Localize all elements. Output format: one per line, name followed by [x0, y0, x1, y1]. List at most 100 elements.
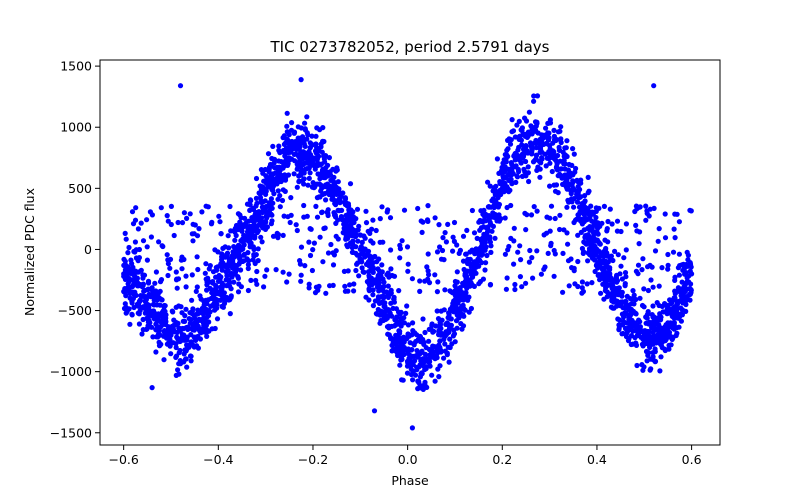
- data-point: [212, 247, 218, 253]
- data-point: [404, 244, 411, 250]
- data-point: [236, 261, 242, 267]
- data-point: [405, 322, 411, 328]
- data-point: [297, 144, 303, 150]
- data-point: [666, 342, 672, 348]
- data-point: [662, 324, 668, 330]
- data-point: [451, 238, 457, 244]
- x-tick-label: 0.0: [398, 452, 418, 467]
- data-point: [341, 217, 347, 223]
- data-point: [268, 176, 274, 182]
- x-tick-label: 0.2: [492, 452, 512, 467]
- data-point: [530, 275, 536, 281]
- data-point: [608, 304, 615, 310]
- data-point: [614, 218, 621, 224]
- data-point: [250, 257, 256, 263]
- data-point: [455, 300, 461, 306]
- data-point: [663, 309, 669, 315]
- data-point: [457, 247, 463, 253]
- data-point: [488, 243, 494, 249]
- data-point: [142, 310, 148, 316]
- data-point: [571, 204, 577, 210]
- data-point: [409, 276, 415, 282]
- data-point: [197, 317, 203, 323]
- data-point: [397, 255, 403, 261]
- data-point: [627, 296, 634, 302]
- data-point: [605, 264, 611, 270]
- data-point: [485, 226, 491, 232]
- data-point: [210, 279, 216, 285]
- data-point: [342, 288, 348, 294]
- data-point: [371, 277, 378, 283]
- data-point: [310, 247, 316, 253]
- data-point: [523, 280, 529, 286]
- data-point: [370, 264, 376, 270]
- data-point: [365, 250, 371, 256]
- data-point: [131, 304, 137, 311]
- data-point: [545, 120, 551, 126]
- data-point: [440, 235, 446, 241]
- data-point: [628, 341, 634, 348]
- data-point: [462, 273, 468, 279]
- data-point: [589, 280, 595, 286]
- data-point: [218, 261, 224, 267]
- data-point: [622, 281, 628, 287]
- data-point: [512, 281, 518, 288]
- data-point: [215, 289, 221, 295]
- data-point: [623, 247, 629, 253]
- data-point: [274, 175, 280, 181]
- data-point: [529, 255, 535, 261]
- data-point: [430, 354, 436, 360]
- data-point: [469, 207, 475, 214]
- data-point: [213, 274, 219, 280]
- data-point: [145, 278, 152, 284]
- data-point: [422, 351, 428, 357]
- data-point: [270, 171, 276, 177]
- data-point: [523, 118, 530, 124]
- data-point: [165, 218, 171, 224]
- data-point: [641, 332, 647, 338]
- data-point: [143, 296, 149, 303]
- data-point: [158, 320, 165, 326]
- data-point: [652, 358, 659, 364]
- data-point: [566, 161, 572, 168]
- data-point: [123, 236, 129, 242]
- data-point: [551, 247, 557, 254]
- data-point: [306, 165, 312, 171]
- data-point: [376, 300, 383, 306]
- data-point: [264, 267, 270, 273]
- data-point: [426, 338, 432, 344]
- data-point: [288, 195, 294, 201]
- data-point: [656, 302, 662, 309]
- data-point: [302, 120, 308, 126]
- data-point: [490, 210, 496, 216]
- data-point: [149, 285, 155, 291]
- data-point: [570, 185, 576, 191]
- data-point: [607, 271, 613, 277]
- data-point: [636, 241, 642, 247]
- data-point: [605, 218, 611, 225]
- data-point: [671, 296, 677, 302]
- data-point: [641, 304, 647, 310]
- data-point: [394, 318, 400, 324]
- data-point: [594, 246, 600, 252]
- data-point: [322, 225, 328, 231]
- data-point: [187, 211, 193, 217]
- data-point: [461, 313, 467, 319]
- data-point: [410, 328, 416, 334]
- data-point: [643, 217, 649, 223]
- data-point: [298, 272, 304, 278]
- data-point: [237, 256, 243, 262]
- data-point: [335, 207, 341, 213]
- data-point: [503, 286, 509, 292]
- data-point: [531, 98, 537, 104]
- data-point: [614, 228, 621, 234]
- data-point: [426, 326, 432, 332]
- data-point: [532, 119, 539, 125]
- data-point: [656, 283, 662, 289]
- data-point: [269, 187, 275, 193]
- data-point: [483, 211, 489, 217]
- data-point: [397, 362, 403, 368]
- data-point: [138, 293, 144, 299]
- data-point: [565, 181, 571, 187]
- data-point: [592, 238, 598, 244]
